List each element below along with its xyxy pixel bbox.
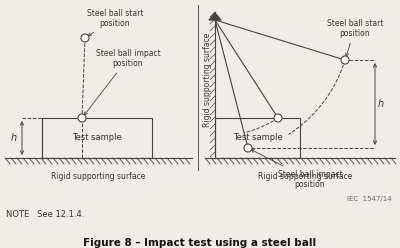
Text: IEC  1547/14: IEC 1547/14	[347, 196, 392, 202]
Polygon shape	[209, 13, 221, 20]
Bar	[42, 118, 152, 158]
Circle shape	[274, 114, 282, 122]
Text: Figure 8 – Impact test using a steel ball: Figure 8 – Impact test using a steel bal…	[84, 238, 316, 248]
Circle shape	[341, 56, 349, 64]
Circle shape	[78, 114, 86, 122]
Text: h: h	[11, 133, 17, 143]
Text: Rigid supporting surface: Rigid supporting surface	[258, 172, 352, 181]
Text: Steel ball start
position: Steel ball start position	[87, 9, 143, 36]
Bar	[215, 118, 300, 158]
Circle shape	[81, 34, 89, 42]
Text: Steel ball start
position: Steel ball start position	[327, 19, 383, 57]
Text: Steel ball impact
position: Steel ball impact position	[251, 150, 342, 189]
Text: Test sample: Test sample	[72, 133, 122, 143]
Text: h: h	[378, 99, 384, 109]
Text: Test sample: Test sample	[233, 133, 282, 143]
Text: Rigid supporting surface: Rigid supporting surface	[202, 33, 212, 127]
Text: Rigid supporting surface: Rigid supporting surface	[51, 172, 145, 181]
Circle shape	[244, 144, 252, 152]
Text: Steel ball impact
position: Steel ball impact position	[84, 49, 160, 115]
Text: NOTE   See 12.1.4.: NOTE See 12.1.4.	[6, 210, 84, 219]
